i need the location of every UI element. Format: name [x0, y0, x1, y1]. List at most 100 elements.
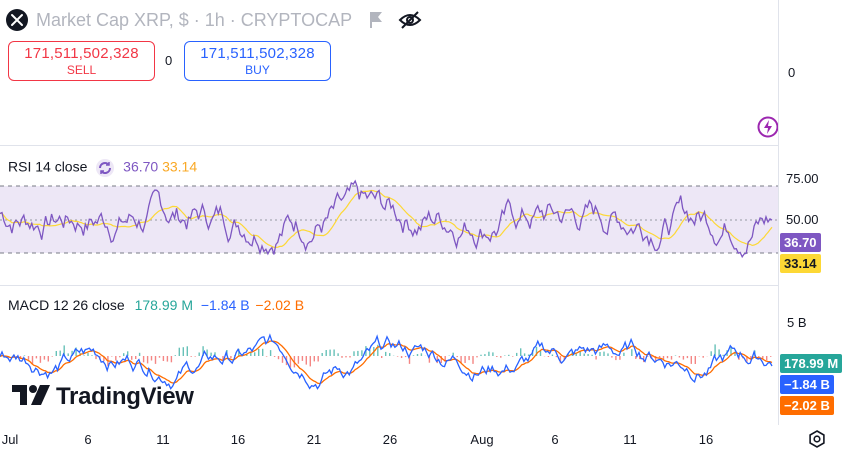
macd-histogram-bar: [298, 356, 299, 364]
macd-histogram-bar: [599, 352, 600, 356]
time-label: 6: [84, 432, 91, 447]
time-label: Jul: [2, 432, 19, 447]
macd-histogram-bar: [389, 353, 390, 356]
macd-title: MACD 12 26 close: [8, 297, 125, 313]
macd-histogram-bar: [44, 356, 45, 360]
macd-histogram-bar: [357, 351, 358, 356]
macd-histogram-bar: [480, 355, 481, 356]
macd-histogram-bar: [524, 353, 525, 356]
sell-price: 171,511,502,328: [9, 45, 154, 62]
macd-histogram-bar: [258, 349, 259, 356]
macd-histogram-bar: [464, 356, 465, 363]
macd-histogram-bar: [262, 349, 263, 356]
rsi-value: 36.70: [123, 159, 158, 175]
symbol-title[interactable]: Market Cap XRP, $ · 1h · CRYPTOCAP: [36, 10, 352, 31]
macd-histogram-bar: [87, 353, 88, 356]
macd-histogram-bar: [329, 350, 330, 356]
macd-histogram-bar: [405, 356, 406, 357]
time-axis[interactable]: Jul 6 11 16 21 26 Aug 6 11 16: [0, 425, 778, 450]
macd-histogram-bar: [595, 356, 596, 360]
xrp-logo-icon: [6, 9, 28, 31]
macd-histogram-bar: [508, 355, 509, 356]
macd-histogram-bar: [306, 356, 307, 365]
macd-histogram-bar: [770, 356, 771, 357]
macd-histogram-bar: [171, 356, 172, 362]
macd-histogram-bar: [603, 352, 604, 356]
refresh-icon[interactable]: [95, 158, 115, 178]
lightning-icon[interactable]: [757, 116, 779, 138]
macd-histogram-bar: [631, 349, 632, 356]
time-label: 6: [551, 432, 558, 447]
sell-button[interactable]: 171,511,502,328 SELL: [8, 41, 155, 81]
macd-histogram-bar: [766, 356, 767, 360]
macd-histogram-bar: [484, 354, 485, 356]
macd-histogram-bar: [135, 356, 136, 359]
tradingview-logo-icon[interactable]: [12, 382, 52, 413]
macd-legend: MACD 12 26 close 178.99 M −1.84 B −2.02 …: [8, 297, 304, 313]
macd-histogram-bar: [115, 356, 116, 360]
buy-button[interactable]: 171,511,502,328 BUY: [184, 41, 331, 81]
macd-histogram-bar: [492, 352, 493, 356]
macd-histogram-bar: [659, 356, 660, 358]
macd-histogram-bar: [679, 356, 680, 358]
macd-signal-line: [0, 341, 772, 384]
gear-icon[interactable]: [808, 430, 826, 448]
main-scale-label: 0: [788, 65, 795, 80]
macd-histogram-bar: [413, 355, 414, 356]
rsi-scale-50: 50.00: [786, 212, 819, 227]
macd-histogram-bar: [385, 352, 386, 356]
macd-histogram-bar: [607, 353, 608, 356]
macd-histogram-bar: [195, 356, 196, 357]
macd-signal-value: −2.02 B: [255, 297, 304, 313]
macd-histogram-bar: [421, 353, 422, 356]
macd-histogram-bar: [83, 355, 84, 356]
buy-price: 171,511,502,328: [185, 45, 330, 62]
time-label: 26: [383, 432, 397, 447]
tradingview-wordmark[interactable]: TradingView: [56, 383, 194, 411]
chart-header: Market Cap XRP, $ · 1h · CRYPTOCAP: [0, 0, 862, 40]
macd-histogram-bar: [611, 356, 612, 358]
macd-histogram-bar: [318, 356, 319, 362]
macd-histogram-bar: [476, 356, 477, 357]
macd-histogram-bar: [314, 356, 315, 361]
macd-histogram-bar: [254, 352, 255, 356]
macd-histogram-bar: [714, 344, 715, 356]
macd-histogram-bar: [635, 356, 636, 359]
buy-label: BUY: [185, 63, 330, 77]
macd-histogram-bar: [457, 356, 458, 357]
macd-histogram-bar: [695, 356, 696, 364]
macd-histogram-bar: [119, 356, 120, 357]
macd-line: [0, 335, 772, 388]
macd-histogram-bar: [718, 349, 719, 356]
macd-histogram-bar: [361, 350, 362, 356]
macd-histogram-bar: [468, 356, 469, 360]
macd-histogram-bar: [675, 356, 676, 357]
macd-histogram-bar: [187, 346, 188, 356]
macd-histogram-bar: [326, 350, 327, 356]
eye-off-icon[interactable]: [398, 10, 422, 30]
macd-histogram-bar: [163, 356, 164, 361]
macd-histogram-bar: [322, 353, 323, 356]
macd-histogram-bar: [591, 355, 592, 356]
time-label: 16: [231, 432, 245, 447]
flag-icon[interactable]: [368, 11, 384, 29]
macd-histogram-bar: [556, 356, 557, 357]
macd-histogram-bar: [282, 356, 283, 363]
macd-histogram-bar: [671, 356, 672, 360]
macd-histogram-bar: [500, 356, 501, 358]
macd-histogram-bar: [40, 356, 41, 363]
macd-histogram-bar: [155, 356, 156, 364]
macd-histogram-bar: [167, 356, 168, 362]
macd-histogram-bar: [191, 356, 192, 357]
macd-histogram-bar: [619, 356, 620, 360]
macd-histogram-bar: [91, 355, 92, 356]
macd-histogram-bar: [274, 356, 275, 357]
macd-histogram-bar: [210, 353, 211, 356]
macd-value: −1.84 B: [201, 297, 250, 313]
time-label: 11: [623, 432, 637, 447]
macd-histogram-bar: [341, 356, 342, 358]
rsi-scale-75: 75.00: [786, 171, 819, 186]
macd-histogram-bar: [615, 356, 616, 360]
macd-histogram-bar: [512, 356, 513, 357]
macd-histogram-bar: [56, 351, 57, 356]
